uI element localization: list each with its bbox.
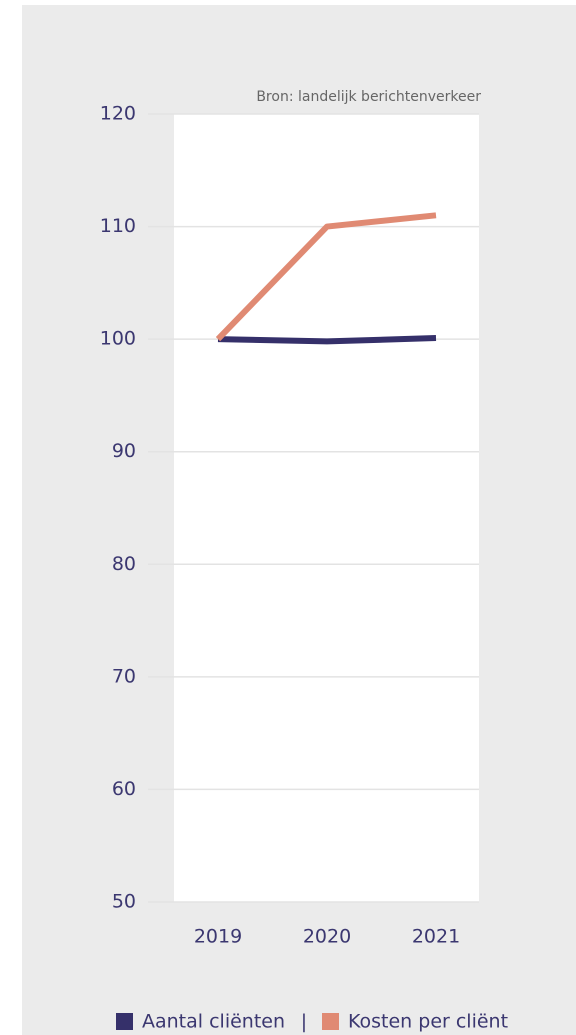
y-tick-label: 50 [112,891,136,913]
y-tick-label: 110 [100,215,136,237]
y-tick-label: 90 [112,440,136,462]
y-tick-label: 80 [112,553,136,575]
series-line [217,335,437,345]
legend-swatch [116,1013,133,1030]
legend-swatch [322,1013,339,1030]
legend-label: Kosten per cliënt [348,1011,508,1033]
series-line [215,212,437,342]
legend-separator: | [301,1011,307,1033]
plot-area [174,114,479,902]
y-tick-label: 120 [100,103,136,125]
legend-label: Aantal cliënten [142,1011,285,1033]
y-tick-label: 100 [100,328,136,350]
x-tick-label: 2019 [194,926,242,948]
source: Bron: landelijk berichtenverkeer [256,89,481,105]
y-tick-label: 70 [112,665,136,687]
x-tick-label: 2021 [412,926,460,948]
y-tick-label: 60 [112,778,136,800]
x-tick-label: 2020 [303,926,351,948]
